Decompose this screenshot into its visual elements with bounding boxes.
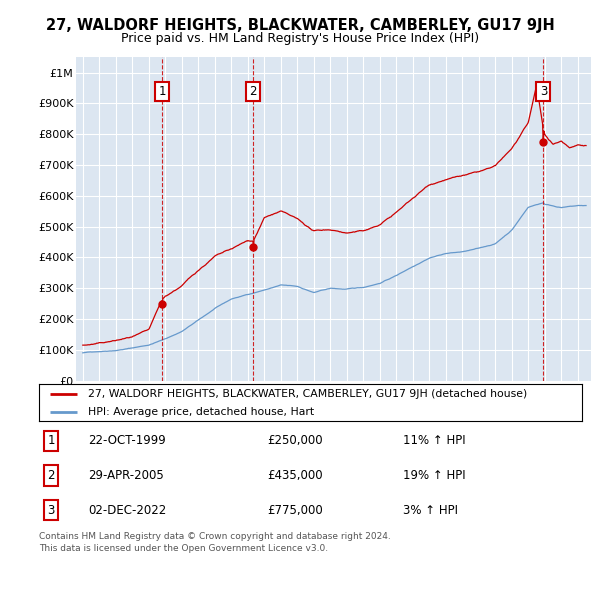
Text: 27, WALDORF HEIGHTS, BLACKWATER, CAMBERLEY, GU17 9JH (detached house): 27, WALDORF HEIGHTS, BLACKWATER, CAMBERL… <box>88 389 527 399</box>
Text: 29-APR-2005: 29-APR-2005 <box>88 469 164 482</box>
Text: 27, WALDORF HEIGHTS, BLACKWATER, CAMBERLEY, GU17 9JH: 27, WALDORF HEIGHTS, BLACKWATER, CAMBERL… <box>46 18 554 32</box>
Text: 22-OCT-1999: 22-OCT-1999 <box>88 434 166 447</box>
Text: 2: 2 <box>250 85 257 98</box>
Text: £775,000: £775,000 <box>267 504 323 517</box>
Text: £435,000: £435,000 <box>267 469 323 482</box>
Text: 02-DEC-2022: 02-DEC-2022 <box>88 504 166 517</box>
Text: 1: 1 <box>158 85 166 98</box>
Text: Contains HM Land Registry data © Crown copyright and database right 2024.
This d: Contains HM Land Registry data © Crown c… <box>39 532 391 553</box>
Text: Price paid vs. HM Land Registry's House Price Index (HPI): Price paid vs. HM Land Registry's House … <box>121 32 479 45</box>
Text: 11% ↑ HPI: 11% ↑ HPI <box>403 434 466 447</box>
Text: 19% ↑ HPI: 19% ↑ HPI <box>403 469 466 482</box>
Text: 3: 3 <box>540 85 547 98</box>
Text: 3% ↑ HPI: 3% ↑ HPI <box>403 504 458 517</box>
Text: 1: 1 <box>47 434 55 447</box>
Text: HPI: Average price, detached house, Hart: HPI: Average price, detached house, Hart <box>88 408 314 418</box>
Text: £250,000: £250,000 <box>267 434 323 447</box>
Text: 3: 3 <box>47 504 55 517</box>
Text: 2: 2 <box>47 469 55 482</box>
